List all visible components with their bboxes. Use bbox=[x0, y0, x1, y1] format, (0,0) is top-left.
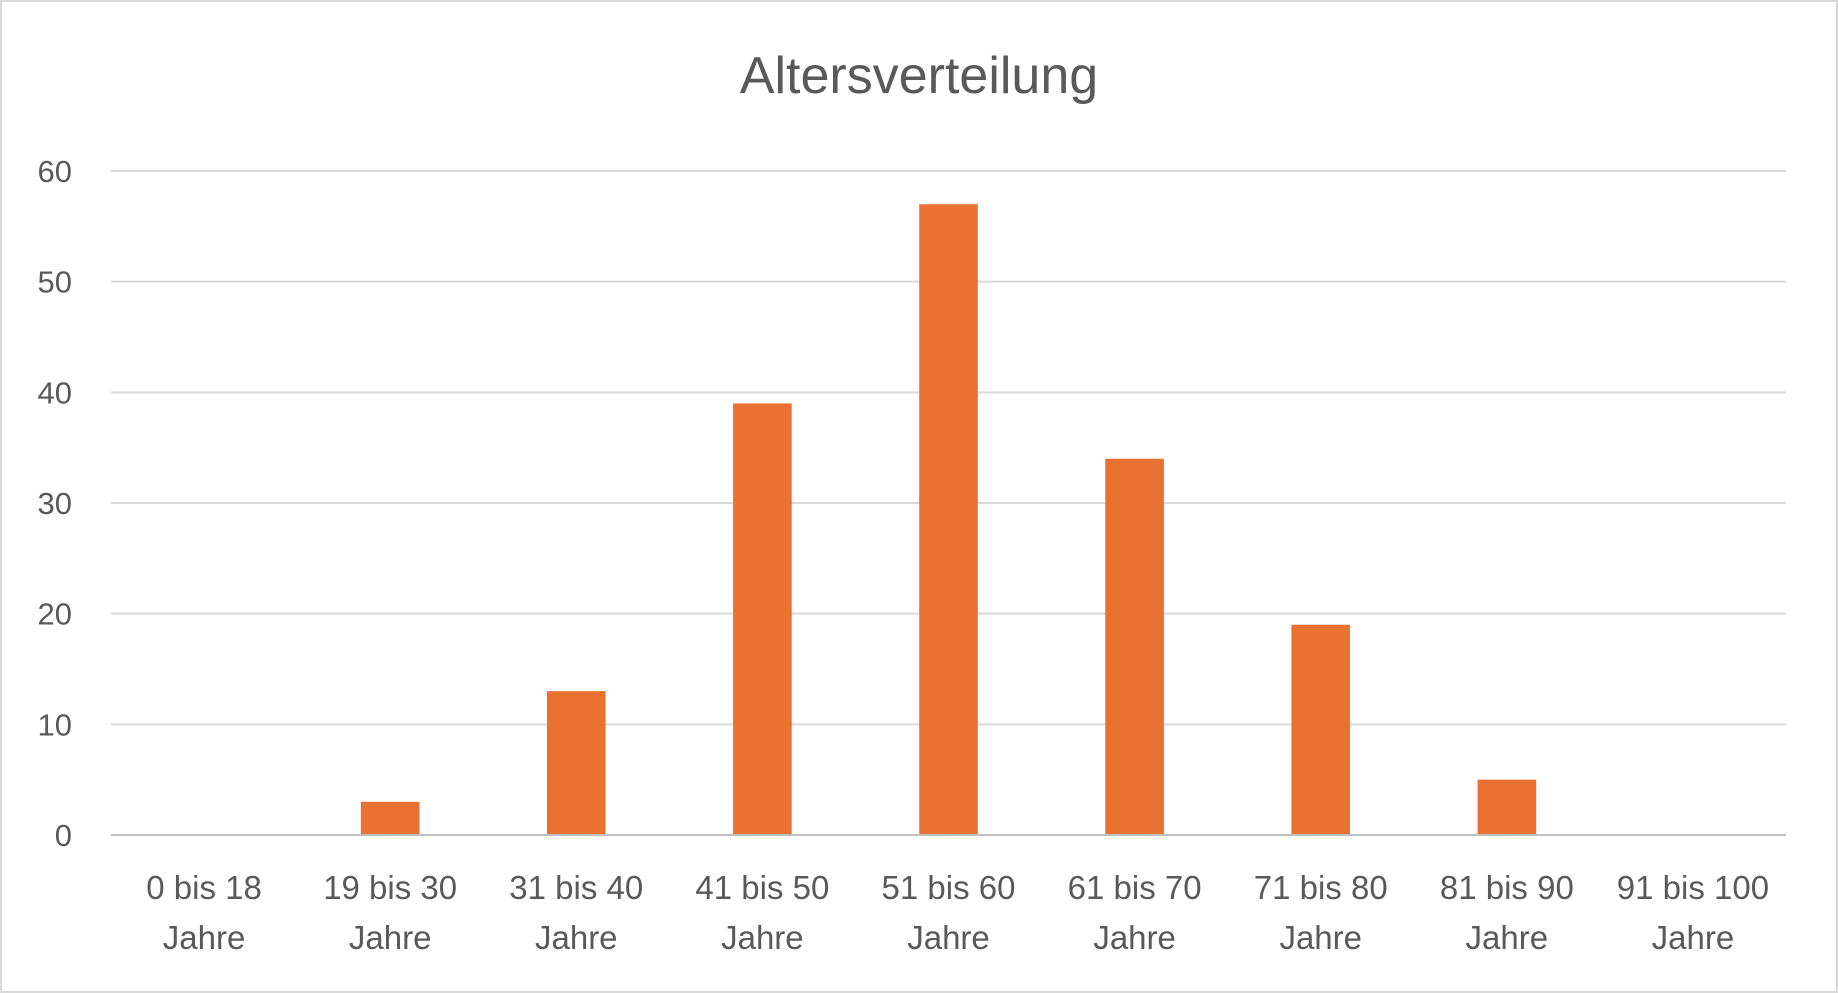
x-tick-label: Jahre bbox=[907, 919, 990, 956]
bar bbox=[919, 204, 978, 835]
y-tick-label: 20 bbox=[38, 597, 72, 632]
x-tick-label: 61 bis 70 bbox=[1068, 869, 1202, 906]
y-tick-label: 40 bbox=[38, 375, 72, 410]
y-tick-label: 30 bbox=[38, 486, 72, 521]
x-tick-label: 41 bis 50 bbox=[695, 869, 829, 906]
x-tick-label: 91 bis 100 bbox=[1617, 869, 1769, 906]
x-tick-label: 51 bis 60 bbox=[882, 869, 1016, 906]
bar bbox=[733, 403, 792, 835]
bar bbox=[546, 691, 606, 835]
bar bbox=[1291, 624, 1351, 835]
y-tick-label: 10 bbox=[38, 707, 72, 742]
bar bbox=[360, 801, 420, 835]
y-tick-label: 60 bbox=[38, 154, 72, 189]
x-tick-label: 31 bis 40 bbox=[509, 869, 643, 906]
x-axis-category-labels: 0 bis 18 Jahre 19 bis 30 Jahre 31 bis 40 Jahr… bbox=[146, 869, 1769, 956]
y-tick-label: 50 bbox=[38, 265, 72, 300]
x-tick-label: Jahre bbox=[1093, 919, 1176, 956]
x-tick-label: Jahre bbox=[1652, 919, 1735, 956]
bar bbox=[1477, 779, 1537, 835]
x-tick-label: Jahre bbox=[349, 919, 432, 956]
x-tick-label: Jahre bbox=[721, 919, 804, 956]
x-tick-label: 71 bis 80 bbox=[1254, 869, 1388, 906]
chart-title: Altersverteilung bbox=[740, 47, 1098, 105]
y-tick-label: 0 bbox=[55, 818, 72, 853]
x-tick-label: 19 bis 30 bbox=[323, 869, 457, 906]
x-tick-label: Jahre bbox=[1466, 919, 1549, 956]
x-tick-label: Jahre bbox=[163, 919, 246, 956]
bars bbox=[360, 204, 1537, 835]
x-tick-label: 81 bis 90 bbox=[1440, 869, 1574, 906]
x-tick-label: Jahre bbox=[535, 919, 618, 956]
x-tick-label: 0 bis 18 bbox=[146, 869, 262, 906]
bar bbox=[1105, 458, 1164, 835]
x-tick-label: Jahre bbox=[1279, 919, 1362, 956]
y-axis-tick-labels: 0 10 20 30 40 50 60 bbox=[38, 154, 72, 853]
